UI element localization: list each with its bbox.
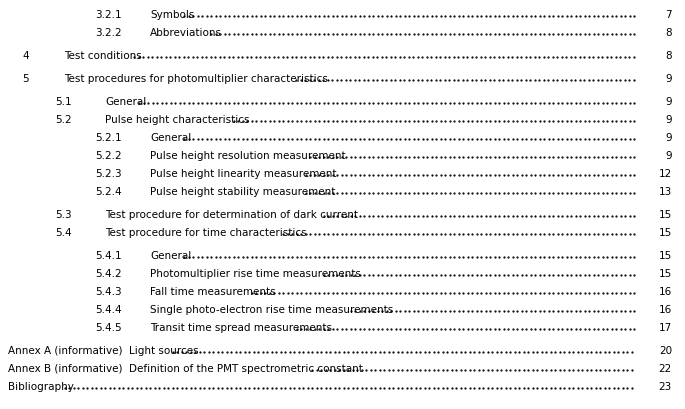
Text: 5.4.4: 5.4.4: [95, 304, 122, 314]
Text: 16: 16: [659, 286, 672, 296]
Text: 9: 9: [665, 74, 672, 84]
Text: 9: 9: [665, 97, 672, 107]
Text: Test procedure for time characteristics: Test procedure for time characteristics: [105, 227, 307, 237]
Text: Abbreviations: Abbreviations: [150, 28, 222, 38]
Text: Test procedure for determination of dark current: Test procedure for determination of dark…: [105, 209, 358, 220]
Text: Annex B (informative)  Definition of the PMT spectrometric constant: Annex B (informative) Definition of the …: [8, 363, 363, 373]
Text: 9: 9: [665, 133, 672, 143]
Text: 15: 15: [659, 268, 672, 278]
Text: 5.4.3: 5.4.3: [95, 286, 122, 296]
Text: Photomultiplier rise time measurements: Photomultiplier rise time measurements: [150, 268, 361, 278]
Text: 9: 9: [665, 115, 672, 125]
Text: 5.2.4: 5.2.4: [95, 187, 122, 196]
Text: Single photo-electron rise time measurements: Single photo-electron rise time measurem…: [150, 304, 393, 314]
Text: Pulse height characteristics: Pulse height characteristics: [105, 115, 249, 125]
Text: 4: 4: [22, 51, 29, 61]
Text: 17: 17: [659, 322, 672, 332]
Text: 8: 8: [665, 28, 672, 38]
Text: General: General: [150, 133, 191, 143]
Text: Test conditions: Test conditions: [64, 51, 142, 61]
Text: General: General: [150, 250, 191, 261]
Text: 9: 9: [665, 151, 672, 161]
Text: 15: 15: [659, 227, 672, 237]
Text: 3.2.1: 3.2.1: [95, 10, 122, 20]
Text: 5.2.2: 5.2.2: [95, 151, 122, 161]
Text: 7: 7: [665, 10, 672, 20]
Text: 5.4.2: 5.4.2: [95, 268, 122, 278]
Text: Pulse height stability measurement: Pulse height stability measurement: [150, 187, 336, 196]
Text: 23: 23: [659, 381, 672, 391]
Text: 13: 13: [659, 187, 672, 196]
Text: 22: 22: [659, 363, 672, 373]
Text: 8: 8: [665, 51, 672, 61]
Text: 5.4.1: 5.4.1: [95, 250, 122, 261]
Text: 5.3: 5.3: [55, 209, 72, 220]
Text: 5.2.3: 5.2.3: [95, 169, 122, 179]
Text: 5.1: 5.1: [55, 97, 72, 107]
Text: Pulse height linearity measurement: Pulse height linearity measurement: [150, 169, 336, 179]
Text: Fall time measurements: Fall time measurements: [150, 286, 275, 296]
Text: 20: 20: [659, 345, 672, 355]
Text: 5.4: 5.4: [55, 227, 72, 237]
Text: Bibliography: Bibliography: [8, 381, 74, 391]
Text: Symbols: Symbols: [150, 10, 195, 20]
Text: Test procedures for photomultiplier characteristics: Test procedures for photomultiplier char…: [64, 74, 328, 84]
Text: Pulse height resolution measurement: Pulse height resolution measurement: [150, 151, 346, 161]
Text: Transit time spread measurements: Transit time spread measurements: [150, 322, 332, 332]
Text: 15: 15: [659, 250, 672, 261]
Text: 5.2: 5.2: [55, 115, 72, 125]
Text: 5.2.1: 5.2.1: [95, 133, 122, 143]
Text: 16: 16: [659, 304, 672, 314]
Text: 5: 5: [22, 74, 29, 84]
Text: 3.2.2: 3.2.2: [95, 28, 122, 38]
Text: General: General: [105, 97, 147, 107]
Text: 12: 12: [659, 169, 672, 179]
Text: 5.4.5: 5.4.5: [95, 322, 122, 332]
Text: 15: 15: [659, 209, 672, 220]
Text: Annex A (informative)  Light sources: Annex A (informative) Light sources: [8, 345, 199, 355]
